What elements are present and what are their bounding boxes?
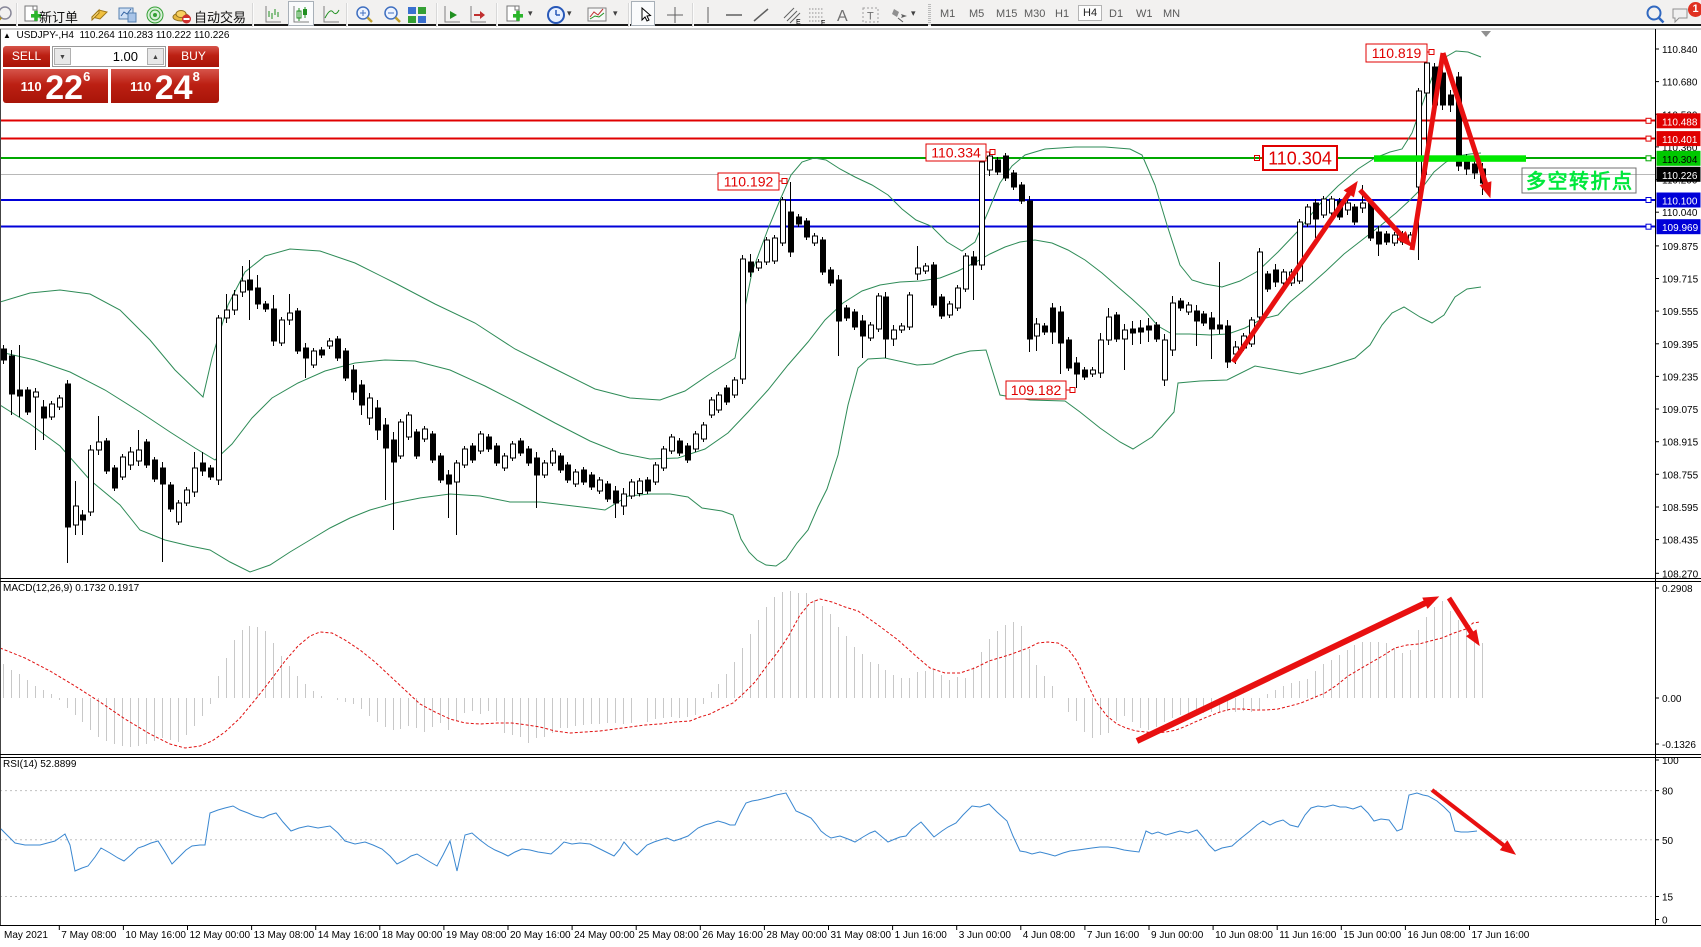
svg-text:110.226: 110.226 <box>1662 171 1698 182</box>
svg-text:109.395: 109.395 <box>1662 340 1699 351</box>
svg-text:19 May 08:00: 19 May 08:00 <box>446 930 507 941</box>
svg-text:108.435: 108.435 <box>1662 536 1699 547</box>
svg-text:109.715: 109.715 <box>1662 275 1699 286</box>
svg-text:109.875: 109.875 <box>1662 242 1699 253</box>
svg-text:109.182: 109.182 <box>1011 382 1062 398</box>
svg-text:109.969: 109.969 <box>1662 223 1699 234</box>
svg-text:9 Jun 00:00: 9 Jun 00:00 <box>1151 930 1204 941</box>
svg-text:A: A <box>837 8 848 25</box>
svg-text:4 Jun 08:00: 4 Jun 08:00 <box>1023 930 1076 941</box>
svg-text:25 May 08:00: 25 May 08:00 <box>638 930 699 941</box>
svg-text:-0.1326: -0.1326 <box>1662 740 1696 751</box>
svg-text:11 Jun 16:00: 11 Jun 16:00 <box>1279 930 1337 941</box>
svg-text:80: 80 <box>1662 787 1674 798</box>
svg-text:110.334: 110.334 <box>931 145 981 161</box>
svg-text:10 May 16:00: 10 May 16:00 <box>125 930 186 941</box>
svg-text:108.915: 108.915 <box>1662 438 1699 449</box>
svg-text:多空转折点: 多空转折点 <box>1526 169 1634 193</box>
svg-text:110.488: 110.488 <box>1662 117 1698 128</box>
svg-text:17 Jun 16:00: 17 Jun 16:00 <box>1472 930 1530 941</box>
svg-text:108.755: 108.755 <box>1662 470 1699 481</box>
svg-text:100: 100 <box>1662 756 1679 767</box>
svg-text:110.840: 110.840 <box>1662 45 1698 56</box>
svg-text:108.595: 108.595 <box>1662 503 1699 514</box>
svg-text:110.100: 110.100 <box>1662 197 1698 208</box>
svg-text:110.401: 110.401 <box>1662 135 1698 146</box>
svg-text:14 May 16:00: 14 May 16:00 <box>318 930 379 941</box>
svg-text:110.819: 110.819 <box>1372 45 1422 61</box>
svg-text:13 May 08:00: 13 May 08:00 <box>254 930 315 941</box>
svg-text:7 May 08:00: 7 May 08:00 <box>61 930 116 941</box>
svg-text:10 Jun 08:00: 10 Jun 08:00 <box>1215 930 1273 941</box>
svg-text:110.304: 110.304 <box>1662 155 1698 166</box>
svg-text:110.680: 110.680 <box>1662 78 1698 89</box>
svg-text:26 May 16:00: 26 May 16:00 <box>702 930 763 941</box>
svg-text:F: F <box>821 20 825 26</box>
svg-text:109.075: 109.075 <box>1662 405 1699 416</box>
svg-text:50: 50 <box>1662 836 1674 847</box>
svg-text:108.270: 108.270 <box>1662 569 1699 580</box>
svg-text:May 2021: May 2021 <box>4 930 48 941</box>
svg-text:15: 15 <box>1662 893 1674 904</box>
svg-text:7 Jun 16:00: 7 Jun 16:00 <box>1087 930 1140 941</box>
svg-text:3 Jun 00:00: 3 Jun 00:00 <box>959 930 1012 941</box>
svg-text:1 Jun 16:00: 1 Jun 16:00 <box>895 930 948 941</box>
svg-text:E: E <box>796 19 801 26</box>
svg-text:12 May 00:00: 12 May 00:00 <box>190 930 251 941</box>
svg-text:109.555: 109.555 <box>1662 307 1699 318</box>
svg-text:20 May 16:00: 20 May 16:00 <box>510 930 571 941</box>
svg-text:T: T <box>867 11 874 23</box>
svg-text:110.192: 110.192 <box>724 174 774 190</box>
svg-text:110.360: 110.360 <box>1662 143 1698 154</box>
svg-text:15 Jun 00:00: 15 Jun 00:00 <box>1343 930 1401 941</box>
svg-text:24 May 00:00: 24 May 00:00 <box>574 930 635 941</box>
svg-text:110.040: 110.040 <box>1662 208 1698 219</box>
svg-text:16 Jun 08:00: 16 Jun 08:00 <box>1407 930 1465 941</box>
svg-text:MACD(12,26,9) 0.1732 0.1917: MACD(12,26,9) 0.1732 0.1917 <box>3 583 140 594</box>
svg-text:0.2908: 0.2908 <box>1662 584 1693 595</box>
svg-text:31 May 08:00: 31 May 08:00 <box>831 930 892 941</box>
svg-text:110.304: 110.304 <box>1268 149 1332 169</box>
svg-text:18 May 00:00: 18 May 00:00 <box>382 930 443 941</box>
svg-text:28 May 00:00: 28 May 00:00 <box>766 930 827 941</box>
svg-text:109.235: 109.235 <box>1662 372 1699 383</box>
svg-text:0.00: 0.00 <box>1662 694 1682 705</box>
svg-text:RSI(14) 52.8899: RSI(14) 52.8899 <box>3 759 77 770</box>
svg-text:0: 0 <box>1662 916 1668 927</box>
